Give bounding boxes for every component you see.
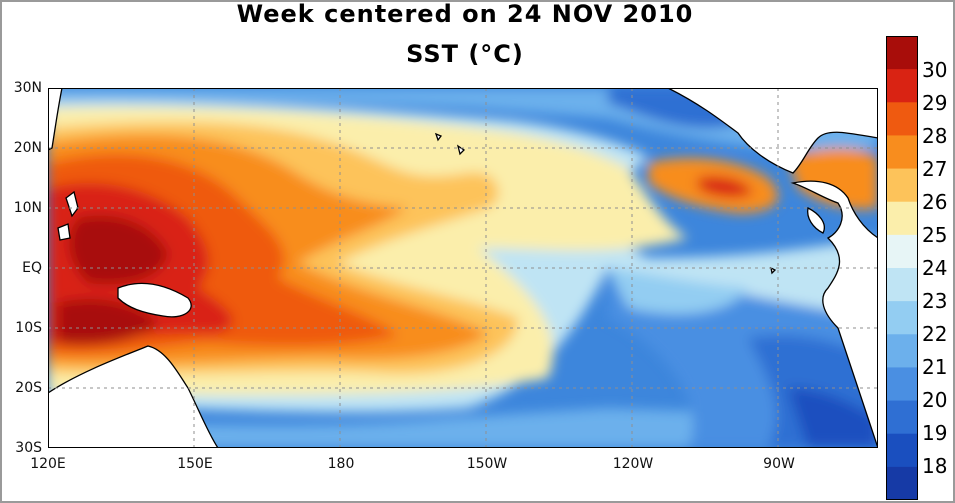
lon-label-120w: 120W [612, 456, 654, 472]
lat-label-30s: 30S [15, 440, 42, 456]
map-title: Week centered on 24 NOV 2010 [236, 0, 694, 28]
colorbar-swatch [886, 234, 918, 269]
colorbar-swatch [886, 135, 918, 170]
lat-label-30n: 30N [13, 80, 42, 96]
lat-label-20s: 20S [15, 380, 42, 396]
lon-label-150w: 150W [466, 456, 508, 472]
colorbar-swatch [886, 102, 918, 136]
lat-label-eq: EQ [22, 260, 42, 276]
colorbar-label-19: 19 [922, 421, 948, 445]
colorbar-swatch [886, 268, 918, 302]
colorbar-border [886, 36, 918, 500]
colorbar-label-18: 18 [922, 454, 948, 478]
colorbar-swatch [886, 367, 918, 402]
colorbar-label-21: 21 [922, 355, 948, 379]
colorbar-swatch [886, 36, 918, 70]
lat-label-20n: 20N [13, 140, 42, 156]
colorbar-swatch [886, 69, 918, 103]
lat-label-10n: 10N [13, 200, 42, 216]
colorbar-swatch [886, 201, 918, 236]
colorbar-swatch [886, 433, 918, 468]
colorbar-label-29: 29 [922, 91, 948, 115]
lon-label-90w: 90W [763, 456, 795, 472]
map-subtitle: SST (°C) [406, 40, 524, 68]
colorbar-label-24: 24 [922, 256, 948, 280]
sst-map [48, 88, 878, 448]
colorbar-label-30: 30 [922, 58, 948, 82]
colorbar-swatch [886, 334, 918, 368]
colorbar-label-25: 25 [922, 223, 948, 247]
colorbar-label-23: 23 [922, 289, 948, 313]
colorbar-label-22: 22 [922, 322, 948, 346]
land-masses [48, 88, 878, 448]
colorbar-swatch [886, 466, 918, 500]
lat-label-10s: 10S [15, 320, 42, 336]
colorbar-swatch [886, 168, 918, 203]
lon-label-120e: 120E [30, 456, 66, 472]
colorbar-swatch [886, 400, 918, 435]
colorbar-label-26: 26 [922, 190, 948, 214]
colorbar-swatch [886, 301, 918, 335]
colorbar [886, 36, 918, 500]
map-grid [48, 88, 878, 448]
colorbar-label-27: 27 [922, 157, 948, 181]
lon-label-180: 180 [327, 456, 355, 472]
colorbar-label-28: 28 [922, 124, 948, 148]
lon-label-150e: 150E [177, 456, 213, 472]
colorbar-label-20: 20 [922, 388, 948, 412]
